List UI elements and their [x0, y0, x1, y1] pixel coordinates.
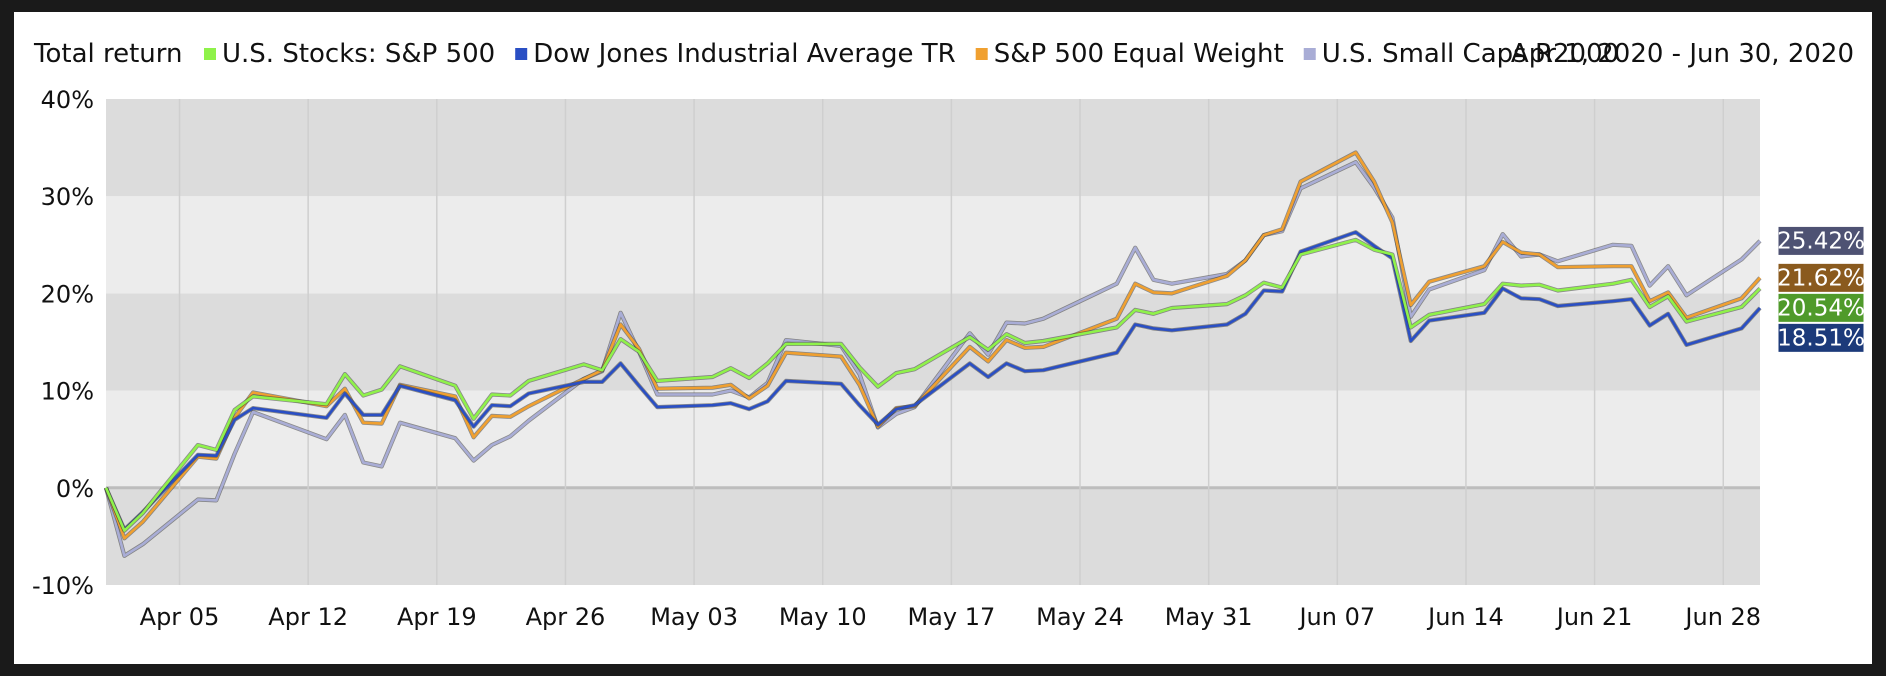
end-value-label: 18.51% — [1777, 325, 1865, 351]
y-tick-label: 10% — [41, 378, 94, 406]
y-tick-label: 40% — [41, 86, 94, 114]
end-label-box — [1777, 292, 1865, 323]
end-value-label: 21.62% — [1777, 265, 1865, 291]
legend-label: U.S. Small Caps R2000 — [1322, 39, 1619, 69]
line-chart: -10%0%10%20%30%40% Apr 05 Apr 12 Apr 19 Apr… — [32, 39, 1865, 631]
legend-label: Dow Jones Industrial Average TR — [533, 39, 956, 69]
series-line — [104, 238, 1761, 532]
legend-swatch — [204, 48, 216, 60]
y-tick-label: -10% — [32, 572, 94, 600]
x-tick-label: May 24 — [1036, 603, 1124, 631]
legend: U.S. Stocks: S&P 500 Dow Jones Industrial… — [204, 39, 1619, 69]
series-line — [104, 230, 1761, 531]
x-tick-label: Apr 05 — [140, 603, 220, 631]
series-lines — [103, 150, 1762, 558]
y-tick-label: 20% — [41, 280, 94, 308]
x-tick-label: Jun 14 — [1426, 603, 1504, 631]
legend-swatch — [975, 48, 988, 60]
legend-label: U.S. Stocks: S&P 500 — [222, 39, 495, 69]
date-range: Apr 1, 2020 - Jun 30, 2020 — [1511, 39, 1854, 69]
x-tick-label: May 10 — [779, 603, 867, 631]
y-axis-ticks: -10% 0% 10% 20% 30% 40% — [32, 86, 94, 600]
x-tick-label: Jun 07 — [1297, 603, 1375, 631]
y-tick-label: 30% — [41, 183, 94, 211]
end-label-box — [1777, 262, 1865, 293]
legend-swatch — [1303, 48, 1316, 60]
plot-band — [106, 293, 1760, 391]
x-tick-label: Apr 19 — [397, 603, 477, 631]
end-label-box — [1777, 225, 1865, 256]
y-tick-label: 0% — [56, 475, 94, 503]
x-tick-label: May 03 — [650, 603, 738, 631]
x-tick-label: May 31 — [1165, 603, 1253, 631]
plot-band — [106, 390, 1760, 488]
end-value-label: 25.42% — [1777, 228, 1865, 254]
x-tick-label: Apr 26 — [526, 603, 606, 631]
plot-band — [106, 99, 1760, 197]
end-label-box — [1777, 322, 1865, 353]
x-tick-label: May 17 — [907, 603, 995, 631]
x-tick-label: Apr 12 — [268, 603, 348, 631]
legend-label: S&P 500 Equal Weight — [994, 39, 1284, 69]
x-tick-label: Jun 21 — [1555, 603, 1633, 631]
plot-band — [106, 487, 1760, 585]
end-value-labels: 25.42% 21.62% 20.54% 18.51% — [1777, 225, 1865, 353]
chart-title: Total return — [33, 39, 182, 69]
end-value-label: 20.54% — [1777, 295, 1865, 321]
chart-panel: -10% 0% 10% 20% 30% 40% Apr 05 Apr 12 Apr 19 Apr… — [14, 12, 1872, 664]
legend-swatch — [515, 48, 528, 60]
plot-band — [106, 196, 1760, 294]
plot-background — [106, 99, 1760, 585]
x-axis-ticks: Apr 05 Apr 12 Apr 19 Apr 26 May 03 May 10 May … — [140, 603, 1761, 631]
x-tick-label: Jun 28 — [1683, 603, 1761, 631]
